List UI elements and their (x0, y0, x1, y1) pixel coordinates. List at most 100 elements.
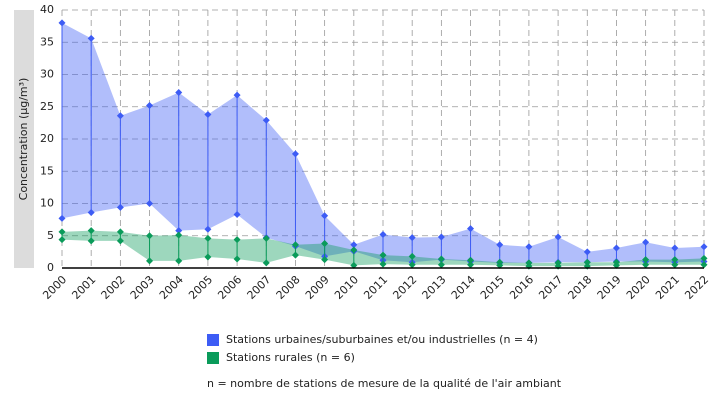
marker (379, 230, 387, 238)
legend-label: Stations urbaines/suburbaines et/ou indu… (226, 333, 538, 346)
marker (554, 233, 562, 241)
marker (437, 255, 445, 263)
marker (146, 232, 154, 240)
marker (583, 248, 591, 256)
marker (58, 228, 66, 236)
x-tick-label: 2006 (215, 273, 244, 302)
marker (408, 261, 416, 269)
marker (175, 89, 183, 97)
marker (642, 256, 650, 264)
marker (350, 246, 358, 254)
marker (116, 237, 124, 245)
x-tick-label: 2013 (420, 273, 449, 302)
y-tick-label: 20 (40, 132, 54, 145)
marker (204, 234, 212, 242)
y-tick-label: 30 (40, 68, 54, 81)
marker (408, 252, 416, 260)
marker (321, 239, 329, 247)
marker (87, 237, 95, 245)
marker (291, 150, 299, 158)
marker (321, 256, 329, 264)
marker (146, 200, 154, 207)
marker (642, 261, 650, 269)
marker (87, 34, 95, 42)
x-tick-label: 2020 (624, 273, 653, 302)
marker (291, 241, 299, 249)
marker (175, 257, 183, 265)
marker (612, 261, 620, 269)
marker (583, 258, 591, 266)
x-tick-label: 2019 (595, 273, 624, 302)
marker (262, 259, 270, 267)
marker (116, 228, 124, 236)
marker (146, 101, 154, 109)
marker (525, 243, 533, 251)
marker (58, 214, 66, 222)
x-tick-label: 2018 (566, 273, 595, 302)
marker (437, 233, 445, 241)
x-tick-label: 2017 (536, 273, 565, 302)
marker (321, 212, 329, 220)
legend-swatch (207, 352, 219, 364)
x-tick-label: 2011 (361, 273, 390, 302)
marker (408, 234, 416, 242)
y-tick-label: 5 (47, 229, 54, 242)
marker (87, 227, 95, 235)
x-tick-label: 2001 (69, 273, 98, 302)
marker (437, 261, 445, 269)
marker (496, 241, 504, 249)
y-tick-label: 0 (47, 261, 54, 274)
marker (175, 231, 183, 239)
marker (262, 116, 270, 124)
marker (467, 256, 475, 264)
y-tick-label: 40 (40, 3, 54, 16)
legend-swatch (207, 334, 219, 346)
x-tick-label: 2007 (245, 273, 274, 302)
x-tick-label: 2012 (390, 273, 419, 302)
x-tick-label: 2016 (507, 273, 536, 302)
marker (700, 261, 708, 269)
marker (116, 112, 124, 120)
y-tick-label: 25 (40, 100, 54, 113)
marker (58, 19, 66, 27)
x-tick-label: 2022 (682, 273, 711, 302)
x-tick-label: 2021 (653, 273, 682, 302)
range-area (62, 230, 704, 267)
marker (204, 110, 212, 118)
marker (467, 225, 475, 233)
marker (58, 236, 66, 244)
x-tick-label: 2004 (157, 273, 186, 302)
y-tick-label: 10 (40, 197, 54, 210)
x-tick-label: 2009 (303, 273, 332, 302)
x-tick-label: 2008 (274, 273, 303, 302)
x-tick-label: 2015 (478, 273, 507, 302)
note: n = nombre de stations de mesure de la q… (207, 377, 562, 390)
y-axis-label: Concentration (µg/m³) (17, 78, 30, 201)
marker (467, 261, 475, 269)
marker (233, 236, 241, 244)
marker (146, 257, 154, 265)
marker (175, 227, 183, 235)
marker (671, 244, 679, 252)
marker (116, 203, 124, 211)
marker (204, 253, 212, 261)
marker (233, 255, 241, 263)
marker (700, 254, 708, 262)
x-tick-label: 2003 (128, 273, 157, 302)
y-tick-label: 35 (40, 35, 54, 48)
x-tick-label: 2010 (332, 273, 361, 302)
marker (204, 225, 212, 233)
legend-label: Stations rurales (n = 6) (226, 351, 355, 364)
marker (612, 244, 620, 252)
marker (671, 256, 679, 264)
marker (496, 261, 504, 269)
y-label-band (14, 10, 34, 268)
marker (379, 251, 387, 259)
marker (87, 209, 95, 217)
marker (262, 234, 270, 242)
marker (233, 210, 241, 218)
marker (379, 260, 387, 268)
y-tick-label: 15 (40, 164, 54, 177)
marker (350, 261, 358, 269)
